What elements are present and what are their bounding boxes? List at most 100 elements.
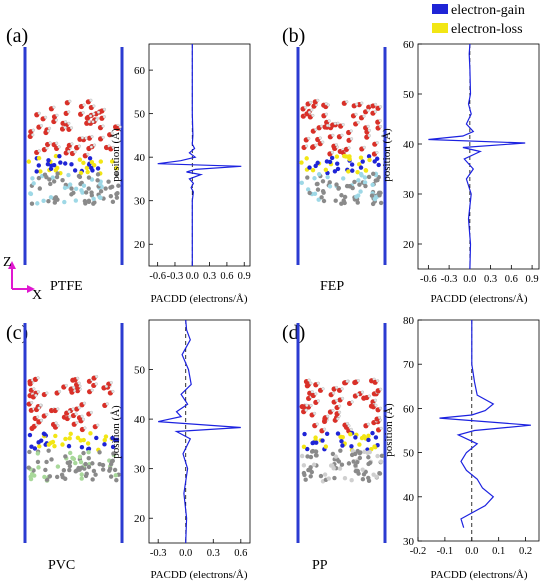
pacdd-curve [157, 44, 242, 266]
charge-density-blob [51, 162, 57, 168]
charge-density-blob [91, 162, 97, 168]
polymer-atom [61, 468, 67, 473]
charge-density-blob [38, 169, 43, 174]
material-label: FEP [320, 279, 344, 294]
charge-density-blob [46, 442, 52, 447]
water-hydrogen-atom [314, 143, 318, 147]
x-tick-label: -0.3 [167, 271, 184, 282]
panel-letter: (b) [282, 25, 305, 47]
charge-density-blob [311, 440, 316, 445]
polymer-atom [76, 465, 81, 471]
polymer-atom [93, 472, 98, 477]
water-hydrogen-atom [82, 103, 86, 107]
polymer-atom [113, 473, 118, 478]
x-tick-label: 0.0 [186, 271, 199, 282]
water-hydrogen-atom [67, 149, 71, 154]
x-axis-label: X [32, 288, 42, 303]
y-tick-label: 50 [134, 365, 146, 377]
polymer-atom [322, 472, 328, 477]
polymer-atom [299, 180, 304, 186]
water-hydrogen-atom [347, 424, 351, 428]
charge-density-blob [329, 155, 335, 161]
charge-density-blob [50, 439, 56, 445]
y-tick-label: 30 [134, 196, 146, 208]
water-hydrogen-atom [75, 421, 79, 425]
polymer-atom [98, 182, 103, 187]
water-hydrogen-atom [336, 417, 340, 421]
charge-density-blob [367, 157, 372, 163]
polymer-atom [311, 462, 317, 467]
polymer-atom [338, 448, 343, 453]
water-hydrogen-atom [31, 128, 35, 132]
polymer-atom [67, 450, 73, 456]
charge-density-blob [77, 157, 83, 162]
water-hydrogen-atom [360, 390, 364, 394]
x-tick-label: -0.3 [441, 274, 458, 285]
polymer-atom [366, 455, 371, 460]
charge-density-blob [301, 444, 307, 449]
x-tick-label: -0.6 [149, 271, 166, 282]
polymer-atom [378, 459, 384, 464]
polymer-atom [31, 181, 36, 186]
water-hydrogen-atom [86, 152, 90, 156]
charge-density-blob [68, 431, 73, 437]
y-tick-label: 30 [403, 189, 415, 201]
y-tick-label: 40 [134, 414, 146, 426]
water-hydrogen-atom [31, 133, 35, 137]
water-hydrogen-atom [330, 150, 334, 154]
polymer-atom [109, 184, 115, 190]
charge-density-blob [366, 433, 371, 439]
charge-density-blob [63, 161, 68, 166]
water-hydrogen-atom [316, 399, 320, 403]
water-hydrogen-atom [327, 119, 331, 123]
water-hydrogen-atom [92, 104, 96, 108]
charge-density-blob [335, 431, 341, 436]
y-tick-label: 80 [403, 315, 415, 327]
water-hydrogen-atom [356, 120, 360, 124]
polymer-atom [83, 461, 88, 467]
polymer-atom [308, 454, 314, 460]
water-hydrogen-atom [379, 387, 383, 391]
water-hydrogen-atom [318, 136, 322, 140]
water-hydrogen-atom [354, 112, 358, 116]
water-hydrogen-atom [310, 108, 314, 112]
water-hydrogen-atom [311, 113, 315, 118]
polymer-atom [44, 459, 49, 465]
x-tick-label: 0.2 [519, 546, 532, 557]
polymer-atom [336, 186, 341, 191]
polymer-atom [316, 172, 322, 177]
charge-density-blob [110, 435, 115, 441]
polymer-atom [367, 460, 373, 466]
legend-swatch-loss [432, 23, 448, 33]
polymer-atom [79, 188, 84, 193]
water-hydrogen-atom [89, 98, 93, 102]
polymer-atom [330, 451, 336, 457]
water-hydrogen-atom [340, 387, 344, 391]
x-tick-label: 0.6 [220, 271, 233, 282]
charge-density-blob [102, 442, 107, 447]
water-hydrogen-atom [80, 414, 84, 418]
polymer-atom [313, 453, 319, 458]
panel-letter: (a) [6, 25, 28, 47]
polymer-atom [62, 199, 67, 205]
y-tick-label: 50 [403, 89, 415, 101]
x-axis-title: PACDD (electrons/Å) [150, 293, 247, 305]
polymer-atom [353, 468, 359, 474]
charge-density-blob [323, 167, 329, 173]
water-hydrogen-atom [315, 422, 319, 426]
water-hydrogen-atom [366, 124, 370, 128]
water-hydrogen-atom [376, 379, 380, 383]
charge-density-blob [98, 159, 104, 164]
polymer-atom [35, 451, 41, 456]
polymer-atom [47, 474, 53, 479]
water-hydrogen-atom [95, 374, 99, 379]
y-tick-label: 20 [134, 513, 146, 525]
polymer-atom [299, 453, 305, 459]
water-hydrogen-atom [54, 421, 58, 425]
charge-density-blob [85, 169, 90, 175]
polymer-atom [362, 175, 368, 180]
water-hydrogen-atom [73, 150, 77, 154]
polymer-atom [73, 198, 79, 203]
water-hydrogen-atom [362, 145, 366, 149]
pacdd-chart: 20 30 40 50 60 -0.6 -0.3 0.0 0.3 0.6 0.9 PACDD (ele… [110, 43, 251, 305]
